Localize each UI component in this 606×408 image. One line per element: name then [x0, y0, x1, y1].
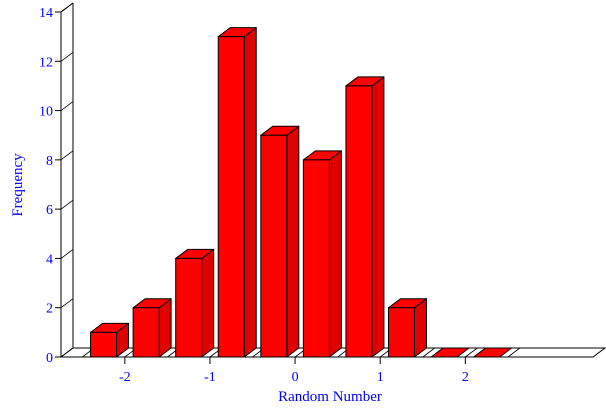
- y-tick-label: 14: [39, 6, 53, 21]
- y-tick-depth: [60, 2, 74, 13]
- bars: [90, 27, 514, 358]
- bar-side: [286, 125, 300, 358]
- bar-side: [328, 150, 342, 358]
- x-axis-title: Random Number: [278, 389, 382, 405]
- bar-front: [132, 307, 160, 358]
- bar-front: [175, 257, 203, 358]
- y-tick-depth: [60, 249, 74, 259]
- bar: [345, 76, 385, 358]
- x-tick-label: -1: [204, 370, 216, 385]
- bar-front: [217, 36, 245, 358]
- bar: [302, 150, 342, 358]
- bar-side: [243, 27, 257, 358]
- bar: [429, 347, 471, 358]
- bar: [217, 27, 257, 358]
- bar-front: [260, 134, 288, 358]
- bar-side: [371, 76, 385, 358]
- bar: [260, 125, 300, 358]
- x-tick-label: 0: [292, 370, 299, 385]
- bar: [387, 298, 427, 358]
- floor-divider: [422, 347, 436, 358]
- bar-front: [302, 159, 330, 358]
- bar-top: [429, 347, 471, 358]
- y-tick-depth: [60, 101, 74, 111]
- y-tick-label: 12: [39, 55, 53, 70]
- x-tick-label: 1: [377, 370, 384, 385]
- bar: [90, 322, 130, 358]
- bar-top: [472, 347, 514, 358]
- y-tick-depth: [60, 347, 74, 358]
- y-tick-depth: [60, 298, 74, 309]
- y-tick-depth: [60, 150, 74, 161]
- bar-front: [387, 307, 415, 358]
- y-tick-label: 10: [39, 105, 53, 120]
- y-tick-depth: [60, 51, 74, 62]
- x-tick-labels: -2 -1 0 1 2: [119, 370, 469, 385]
- bar-side: [158, 298, 172, 358]
- y-axis-title: Frequency: [10, 153, 26, 217]
- bar: [472, 347, 514, 358]
- y-tick-label: 4: [46, 252, 53, 267]
- y-tick-labels: 0 2 4 6 8 10 12 14: [39, 6, 53, 366]
- bar-front: [90, 331, 118, 358]
- x-tick-label: -2: [119, 370, 131, 385]
- bar-side: [413, 298, 427, 358]
- y-tick-label: 8: [46, 154, 53, 169]
- bar: [132, 298, 172, 358]
- floor-divider: [507, 347, 521, 358]
- bar: [175, 248, 215, 358]
- y-tick-label: 2: [46, 302, 53, 317]
- bar-side: [201, 248, 215, 358]
- y-tick-depth: [60, 199, 74, 210]
- y-tick-label: 0: [46, 351, 53, 366]
- x-tick-label: 2: [462, 370, 469, 385]
- floor-divider: [465, 347, 478, 358]
- bar-front: [345, 85, 373, 358]
- y-tick-label: 6: [46, 203, 53, 218]
